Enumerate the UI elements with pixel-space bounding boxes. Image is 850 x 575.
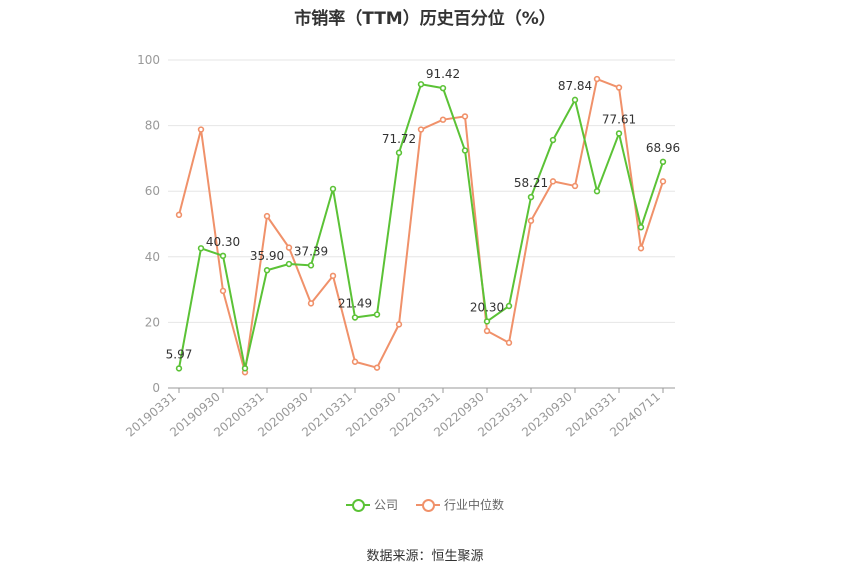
data-point-company [505, 302, 513, 310]
data-point-company [527, 193, 535, 201]
data-label: 5.97 [166, 347, 193, 361]
data-point-industry-median [197, 126, 205, 133]
data-point-industry-median [461, 113, 469, 120]
data-label: 71.72 [382, 132, 416, 146]
data-label: 37.39 [294, 244, 328, 258]
y-tick-label: 40 [145, 250, 160, 264]
y-tick-label: 100 [137, 53, 160, 67]
data-point-company [483, 318, 491, 325]
data-point-company [329, 185, 337, 193]
data-point-company [571, 96, 579, 104]
data-label: 58.21 [514, 176, 548, 190]
data-label: 40.30 [206, 235, 240, 249]
data-label: 21.49 [338, 297, 372, 311]
data-point-industry-median [329, 272, 337, 280]
data-point-company [417, 81, 425, 88]
data-point-industry-median [219, 287, 227, 295]
data-point-company [263, 267, 271, 274]
legend: 公司 行业中位数 [0, 496, 850, 513]
data-point-company [637, 224, 645, 231]
data-point-industry-median [307, 300, 315, 307]
data-label: 68.96 [646, 141, 680, 155]
data-point-industry-median [439, 116, 447, 123]
data-point-company [615, 130, 623, 137]
data-point-industry-median [373, 364, 381, 371]
data-point-company [351, 314, 359, 321]
legend-swatch-industry-median [416, 498, 440, 512]
data-point-industry-median [659, 178, 667, 185]
data-point-company [197, 245, 205, 252]
data-label: 91.42 [426, 67, 460, 81]
data-point-industry-median [571, 182, 579, 190]
y-tick-label: 80 [145, 119, 160, 133]
data-point-industry-median [505, 339, 513, 346]
line-chart: 0204060801002019033120190930202003312020… [123, 53, 680, 440]
data-label: 77.61 [602, 112, 636, 126]
data-point-industry-median [527, 217, 535, 224]
data-point-company [307, 262, 315, 269]
data-point-company [285, 260, 293, 268]
data-point-company [395, 149, 403, 156]
data-point-industry-median [351, 358, 359, 365]
legend-label-company: 公司 [373, 498, 398, 512]
data-point-company [219, 252, 227, 260]
y-tick-label: 20 [145, 315, 160, 329]
data-point-company [461, 147, 469, 154]
data-label: 20.30 [470, 300, 504, 314]
data-point-company [593, 188, 601, 195]
data-label: 35.90 [250, 249, 284, 263]
data-point-industry-median [175, 211, 183, 219]
data-point-company [373, 311, 381, 318]
legend-swatch-company [345, 498, 370, 512]
data-label: 87.84 [558, 79, 592, 93]
legend-item-company[interactable]: 公司 [345, 496, 398, 513]
data-point-industry-median [483, 327, 491, 335]
y-tick-label: 60 [145, 184, 160, 198]
data-point-industry-median [593, 75, 601, 83]
chart-title: 市销率（TTM）历史百分位（%） [294, 9, 556, 29]
data-point-industry-median [637, 245, 645, 252]
data-point-industry-median [285, 244, 293, 251]
data-point-company [439, 84, 447, 92]
legend-label-industry-median: 行业中位数 [444, 498, 505, 512]
data-point-industry-median [549, 178, 557, 185]
data-point-industry-median [417, 126, 425, 133]
data-point-company [175, 365, 183, 372]
data-point-industry-median [395, 321, 403, 328]
source-note: 数据来源：恒生聚源 [366, 549, 484, 564]
legend-item-industry-median[interactable]: 行业中位数 [416, 496, 504, 513]
series-line-industry-median [178, 78, 664, 374]
data-point-company [241, 365, 249, 372]
data-point-industry-median [615, 84, 623, 91]
data-point-company [659, 158, 667, 166]
data-point-industry-median [263, 212, 271, 220]
y-tick-label: 0 [152, 381, 160, 395]
data-point-company [549, 136, 557, 144]
